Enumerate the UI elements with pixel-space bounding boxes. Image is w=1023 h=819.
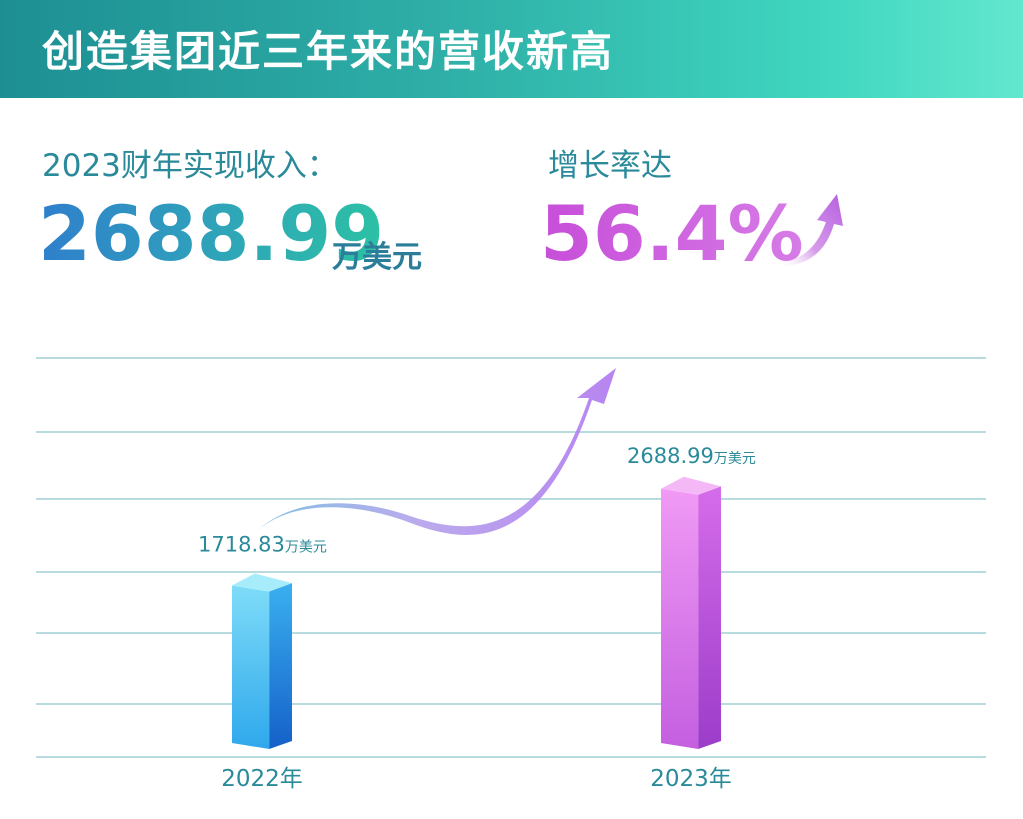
bar-top bbox=[232, 573, 292, 592]
bar-side bbox=[698, 486, 721, 749]
growth-arrow-icon bbox=[776, 194, 843, 267]
growth-value: 56.4% bbox=[540, 189, 804, 278]
bar-side bbox=[269, 583, 292, 749]
bar-labels: 1718.83万美元 2022年 2688.99万美元 2023年 bbox=[198, 444, 756, 792]
data-label: 2688.99万美元 bbox=[627, 444, 756, 468]
x-tick-label: 2022年 bbox=[221, 766, 303, 792]
page-title: 创造集团近三年来的营收新高 bbox=[42, 27, 615, 76]
bars bbox=[232, 476, 721, 749]
x-tick-label: 2023年 bbox=[650, 766, 732, 792]
header-banner: 创造集团近三年来的营收新高 bbox=[0, 0, 1023, 98]
revenue-label: 2023财年实现收入： bbox=[42, 148, 338, 184]
growth-label: 增长率达 bbox=[548, 148, 672, 184]
bar-front bbox=[232, 585, 270, 749]
bar-top bbox=[661, 476, 721, 495]
bar-2022年 bbox=[232, 573, 292, 749]
bar-front bbox=[661, 488, 699, 749]
gridlines bbox=[36, 357, 986, 758]
data-label: 1718.83万美元 bbox=[198, 533, 327, 557]
bar-2023年 bbox=[661, 476, 721, 749]
revenue-unit: 万美元 bbox=[332, 240, 422, 275]
trend-arrow-icon bbox=[258, 368, 616, 535]
revenue-value: 2688.99 bbox=[38, 189, 385, 278]
